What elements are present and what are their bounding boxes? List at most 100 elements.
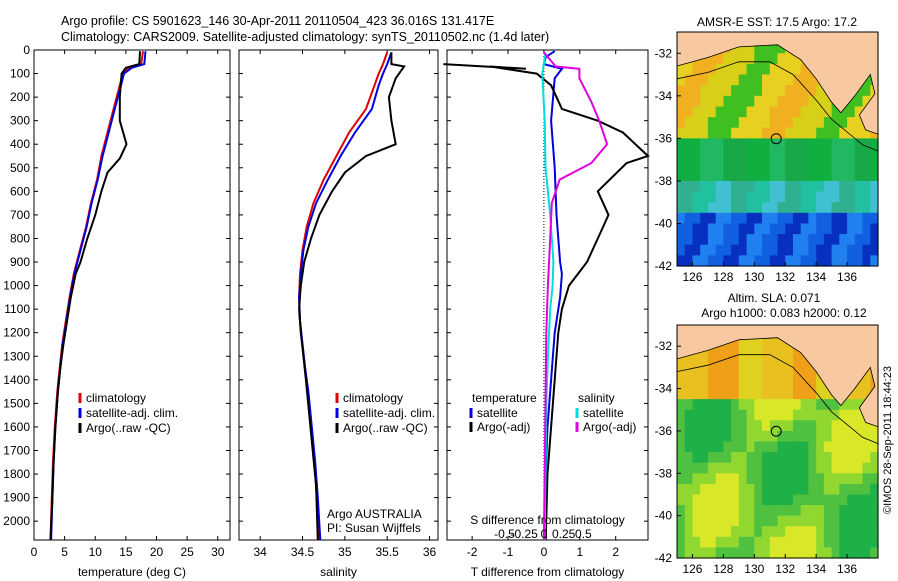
map-cell <box>800 106 809 118</box>
map-cell <box>793 494 802 506</box>
map-cell <box>738 547 748 559</box>
map-cell <box>754 255 763 267</box>
map-cell <box>862 494 871 506</box>
map-cell <box>847 117 856 129</box>
map-cell <box>738 127 748 139</box>
map-cell <box>707 399 717 411</box>
map-cell <box>847 441 856 453</box>
map-cell <box>800 244 809 256</box>
map-cell <box>677 536 686 548</box>
map-cell <box>738 452 748 464</box>
map-cell <box>793 388 802 400</box>
map-cell <box>854 505 864 517</box>
map-cell <box>746 356 755 368</box>
map-cell <box>723 547 732 559</box>
map-cell <box>854 420 864 432</box>
map-cell <box>847 473 856 485</box>
map-cell <box>707 170 717 182</box>
map-cell <box>823 399 833 411</box>
map-cell <box>715 536 724 548</box>
map-cell <box>692 117 701 129</box>
map-cell <box>684 494 693 506</box>
map-cell <box>808 95 817 107</box>
depth-tick-label: 400 <box>10 137 30 151</box>
map-cell <box>793 53 802 65</box>
legend-label: satellite-adj. clim. <box>343 406 435 420</box>
map-cell <box>746 159 755 171</box>
map-cell <box>816 170 825 182</box>
map-cell <box>800 378 809 390</box>
map-cell <box>754 515 763 527</box>
lat-tick-label: -40 <box>655 509 673 523</box>
map-cell <box>715 106 724 118</box>
map-cell <box>839 515 848 527</box>
map-cell <box>870 180 879 193</box>
map-cell <box>762 53 771 65</box>
map-cell <box>731 441 740 453</box>
map-cell <box>746 234 755 246</box>
map-cell <box>692 106 701 118</box>
map-cell <box>707 106 717 118</box>
map-cell <box>769 346 779 358</box>
map-cell <box>715 483 724 496</box>
map-cell <box>684 138 693 150</box>
map-cell <box>762 212 771 224</box>
map-cell <box>862 388 871 400</box>
lon-tick-label: 128 <box>713 562 733 576</box>
temperature-xtick-label: 30 <box>211 545 225 559</box>
panel-sla_map: 126 128 130 132 134 136 -32 -34 -36 -38 -40 -42 <box>655 324 879 576</box>
map-cell <box>677 223 686 235</box>
map-cell <box>700 95 709 107</box>
map-cell <box>754 170 763 182</box>
map-cell <box>700 138 709 150</box>
map-cell <box>738 244 748 256</box>
salinity-series-satellite-adj--clim- <box>298 52 393 541</box>
depth-tick-label: 1100 <box>4 302 30 316</box>
map-cell <box>847 515 856 527</box>
map-cell <box>793 378 802 390</box>
map-cell <box>831 202 840 214</box>
map-cell <box>731 170 740 182</box>
map-cell <box>762 159 771 171</box>
map-cell <box>831 452 840 464</box>
map-cell <box>808 483 817 496</box>
map-cell <box>723 117 732 129</box>
map-cell <box>684 244 693 256</box>
map-cell <box>800 212 809 224</box>
map-cell <box>808 494 817 506</box>
map-cell <box>870 234 879 246</box>
map-cell <box>816 515 825 527</box>
map-cell <box>684 462 693 474</box>
map-cell <box>854 212 864 224</box>
map-cell <box>816 483 825 496</box>
map-cell <box>692 430 701 443</box>
map-cell <box>777 202 786 214</box>
map-cell <box>870 255 879 267</box>
map-cell <box>793 63 802 76</box>
map-cell <box>731 378 740 390</box>
map-cell <box>700 430 709 443</box>
map-cell <box>870 526 879 538</box>
map-cell <box>862 223 871 235</box>
map-cell <box>684 399 693 411</box>
map-cell <box>862 483 871 496</box>
map-cell <box>692 170 701 182</box>
map-cell <box>769 42 779 54</box>
map-cell <box>816 212 825 224</box>
map-cell <box>793 95 802 107</box>
map-cell <box>862 473 871 485</box>
map-cell <box>692 159 701 171</box>
depth-tick-label: 1400 <box>3 373 30 387</box>
map-cell <box>723 255 732 267</box>
map-cell <box>816 223 825 235</box>
map-cell <box>677 399 686 411</box>
map-cell <box>762 494 771 506</box>
map-cell <box>684 63 693 76</box>
map-cell <box>677 367 686 379</box>
land-australia <box>676 324 879 428</box>
map-cell <box>738 409 748 421</box>
map-cell <box>870 441 879 453</box>
map-cell <box>746 191 755 203</box>
map-cell <box>769 212 779 224</box>
map-cell <box>700 547 709 559</box>
